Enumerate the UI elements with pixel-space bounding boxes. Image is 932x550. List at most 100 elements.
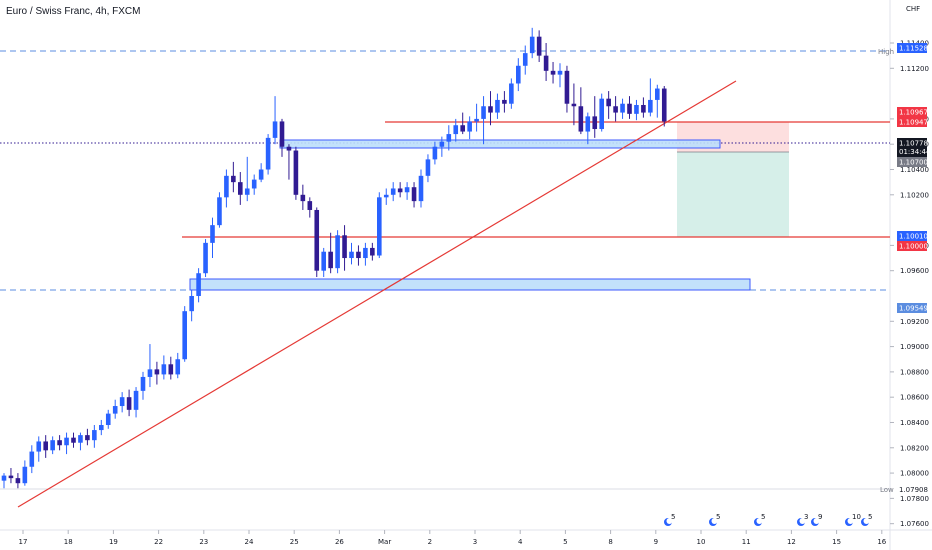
candle-body: [15, 478, 21, 484]
candle-body: [550, 70, 556, 75]
candle-body: [404, 187, 410, 193]
bid-tag-text: 1.10778: [899, 140, 928, 148]
stop-tag-text: 1.10967: [899, 109, 928, 117]
time-tick-label: 26: [335, 538, 344, 546]
candle-body: [620, 103, 625, 113]
candle-body: [453, 125, 459, 135]
candle-body: [189, 295, 194, 312]
price-tick-label: 1.10400: [900, 166, 929, 174]
candle-body: [92, 430, 97, 441]
target-tag-text: 1.10010: [899, 233, 928, 241]
time-tick-label: 22: [154, 538, 163, 546]
event-marker[interactable]: 5: [860, 513, 873, 527]
candle-body: [585, 116, 591, 132]
candle-body: [161, 364, 167, 375]
candle-body: [425, 159, 431, 176]
candle-body: [529, 36, 535, 54]
candle-body: [648, 99, 653, 113]
time-tick-label: 9: [654, 538, 658, 546]
time-tick-label: 2: [428, 538, 432, 546]
candle-body: [418, 175, 424, 202]
event-icon-cutout: [756, 518, 763, 524]
candle-body: [307, 201, 313, 210]
time-tick-label: 8: [608, 538, 612, 546]
candle-body: [661, 88, 667, 122]
price-tick-label: 1.09600: [900, 267, 929, 275]
event-marker[interactable]: 5: [753, 513, 766, 527]
candle-body: [606, 98, 611, 107]
chart-title: Euro / Swiss Franc, 4h, FXCM: [6, 6, 141, 17]
candle-body: [321, 251, 326, 271]
candle-body: [203, 242, 208, 274]
currency-label: CHF: [906, 5, 920, 13]
event-count: 5: [761, 513, 765, 521]
candle-body: [119, 397, 125, 407]
candle-body: [71, 437, 76, 443]
target-tag: 1.10010: [897, 231, 928, 241]
candle-body: [231, 175, 236, 183]
candle-body: [495, 99, 500, 113]
candle-body: [112, 406, 118, 414]
candle-body: [571, 103, 577, 107]
support-zone-lower: [189, 278, 751, 291]
candle-body: [126, 397, 132, 410]
event-icon-cutout: [847, 518, 854, 524]
time-tick-label: 19: [109, 538, 118, 546]
candle-body: [22, 466, 28, 484]
candle-body: [390, 188, 396, 195]
trendline: [17, 80, 737, 508]
candle-body: [217, 197, 222, 226]
time-tick-label: 5: [563, 538, 567, 546]
candle-body: [543, 55, 549, 71]
event-icon-cutout: [799, 518, 806, 524]
candle-body: [314, 209, 320, 271]
event-marker[interactable]: 9: [810, 513, 823, 527]
event-marker[interactable]: 10: [844, 513, 861, 527]
time-tick-label: 16: [877, 538, 886, 546]
candle-body: [64, 437, 69, 446]
time-tick-label: 18: [64, 538, 73, 546]
candle-body: [349, 251, 354, 259]
candle-body: [411, 187, 417, 202]
candle-body: [655, 88, 660, 100]
target-zone: [677, 152, 789, 237]
candle-body: [335, 235, 340, 269]
countdown-text: 01:34:44: [899, 148, 931, 156]
price-tick-label: 1.08800: [900, 368, 929, 376]
candle-body: [238, 182, 243, 195]
candle-body: [286, 146, 292, 151]
event-marker[interactable]: 5: [708, 513, 721, 527]
event-icon-cutout: [813, 518, 820, 524]
candle-body: [578, 106, 584, 132]
event-marker[interactable]: 3: [796, 513, 809, 527]
price-tick-label: 1.09000: [900, 343, 929, 351]
candle-body: [224, 175, 229, 198]
candle-body: [467, 121, 472, 132]
price-tick-label: 1.07800: [900, 495, 929, 503]
price-tick-label: 1.08600: [900, 394, 929, 402]
candle-body: [502, 99, 507, 104]
event-markers[interactable]: 5 5 5 3 9 10 5: [663, 513, 873, 527]
candle-body: [182, 311, 187, 360]
time-tick-label: 12: [787, 538, 796, 546]
candle-body: [265, 137, 271, 170]
high-tag: 1.11528: [897, 43, 928, 53]
candle-body: [328, 251, 333, 269]
event-marker[interactable]: 5: [663, 513, 676, 527]
candle-body: [377, 197, 382, 256]
candle-body: [196, 273, 201, 296]
entry-tag-text: 1.10947: [899, 119, 928, 127]
event-icon-cutout: [666, 518, 673, 524]
candle-body: [258, 169, 264, 180]
time-tick-label: 3: [473, 538, 477, 546]
candle-body: [99, 425, 104, 431]
candle-body: [8, 475, 14, 479]
candle-body: [210, 225, 215, 243]
event-count: 3: [804, 513, 808, 521]
low-tag-text: 1.07908: [899, 486, 928, 494]
candle-body: [43, 441, 48, 451]
candle-body: [85, 435, 90, 441]
candle-body: [105, 413, 111, 426]
candle-body: [557, 70, 563, 75]
